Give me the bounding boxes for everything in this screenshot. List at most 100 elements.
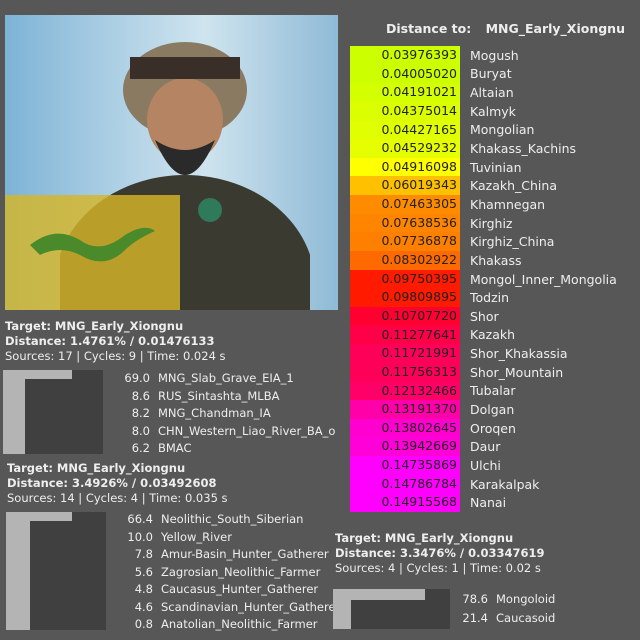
distance-row: 0.11721991 Shor_Khakassia [350,344,617,363]
legend-item: 21.4 Caucasoid [450,609,555,628]
distance-value: 0.07736878 [350,232,460,252]
legend-item: 8.2 MNG_Chandman_IA [112,405,335,423]
source-name: Yellow_River [161,529,232,544]
source-name: Zagrosian_Neolithic_Farmer [161,564,321,579]
target-label: Target: MNG_Early_Xiongnu [7,461,186,475]
result-block-1: Target: MNG_Early_Xiongnu Distance: 1.47… [5,319,226,364]
distance-value: 0.04191021 [350,83,460,102]
composition-bar [333,589,425,600]
distance-row: 0.11756313 Shor_Mountain [350,362,617,382]
population-name: Karakalpak [470,476,540,492]
population-name: Dolgan [470,401,515,417]
population-name: Khakass [470,252,522,268]
portrait-image [5,15,338,310]
distance-row: 0.04375014 Kalmyk [350,101,617,121]
distance-row: 0.11277641 Kazakh [350,325,617,345]
population-name: Kazakh_China [470,178,557,194]
distance-value: 0.13191370 [350,400,460,419]
distance-value: 0.11721991 [350,344,460,363]
composition-bar [3,420,13,454]
distance-row: 0.07736878 Kirghiz_China [350,232,617,252]
source-name: RUS_Sintashta_MLBA [158,388,280,403]
composition-bar [6,512,73,522]
source-percent: 8.0 [131,423,150,438]
legend-item: 6.2 BMAC [112,440,335,458]
legend-item: 69.0 MNG_Slab_Grave_EIA_1 [112,370,335,388]
distance-row: 0.14735869 Ulchi [350,456,617,475]
population-name: Altaian [470,85,514,101]
distance-value: 0.04529232 [350,139,460,158]
target-label: Target: MNG_Early_Xiongnu [335,531,514,545]
distance-value: 0.07463305 [350,195,460,214]
distance-row: 0.03976393 Mogush [350,46,617,65]
source-name: Anatolian_Neolithic_Farmer [161,617,318,631]
population-name: Kalmyk [470,103,516,119]
population-name: Kirghiz_China [470,234,555,250]
population-name: Tuvinian [470,159,522,175]
distance-value: 0.04375014 [350,101,460,121]
population-name: Ulchi [470,457,501,473]
population-name: Shor [470,308,499,324]
source-name: Neolithic_South_Siberian [161,512,304,526]
distance-value: 0.14915568 [350,493,460,513]
source-percent: 5.6 [134,564,153,579]
legend-item: 78.6 Mongoloid [450,590,555,609]
distance-row: 0.14915568 Nanai [350,493,617,513]
distance-value: 0.13802645 [350,418,460,438]
population-name: Todzin [470,290,510,306]
legend-item: 10.0 Yellow_River [115,529,340,547]
population-name: Daur [470,439,501,455]
distance-value: 0.04427165 [350,120,460,140]
meta-label: Sources: 14 | Cycles: 4 | Time: 0.035 s [7,491,228,505]
distance-label: Distance: 3.4926% / 0.03492608 [7,476,217,490]
distance-label: Distance: 1.4761% / 0.01476133 [5,334,215,348]
distance-value: 0.04005020 [350,64,460,84]
distance-row: 0.14786784 Karakalpak [350,474,617,494]
composition-bar [333,609,351,629]
population-name: Buryat [470,66,512,82]
distance-value: 0.11756313 [350,362,460,382]
population-name: Kazakh [470,327,516,343]
distance-value: 0.13942669 [350,437,460,457]
distance-value: 0.04916098 [350,157,460,177]
source-percent: 0.8 [134,617,153,631]
distance-row: 0.13191370 Dolgan [350,400,617,419]
population-name: Oroqen [470,420,516,436]
composition-chart-2 [6,512,106,630]
distance-row: 0.07463305 Khamnegan [350,195,617,214]
source-percent: 10.0 [127,529,153,544]
population-name: Khakass_Kachins [470,141,577,157]
distance-row: 0.04005020 Buryat [350,64,617,84]
distance-row: 0.04191021 Altaian [350,83,617,102]
distance-row: 0.07638536 Kirghiz [350,213,617,233]
source-name: Caucasus_Hunter_Gatherer [161,582,319,596]
distance-to-label: Distance to: [386,21,472,36]
legend-item: 4.8 Caucasus_Hunter_Gatherer [115,581,340,599]
legend-item: 7.8 Amur-Basin_Hunter_Gatherer [115,546,340,564]
composition-bar [6,613,7,630]
composition-chart-1 [3,370,103,454]
distance-value: 0.06019343 [350,176,460,196]
legend-item: 8.0 CHN_Western_Liao_River_BA_o [112,423,336,441]
source-percent: 66.4 [127,512,153,526]
source-percent: 4.8 [134,582,153,596]
dragon-icon [30,227,155,262]
distance-table: 0.03976393 Mogush 0.04005020 Buryat 0.041910… [350,46,617,513]
distance-value: 0.07638536 [350,213,460,233]
population-name: Mongolian [470,122,535,138]
distance-header: Distance to: MNG_Early_Xiongnu [386,21,625,36]
legend-item: 0.8 Anatolian_Neolithic_Farmer [115,616,340,634]
legend-item: 8.6 RUS_Sintashta_MLBA [112,388,335,406]
target-label: Target: MNG_Early_Xiongnu [5,319,184,333]
source-percent: 69.0 [124,371,150,385]
distance-row: 0.04427165 Mongolian [350,120,617,140]
distance-value: 0.03976393 [350,46,460,65]
distance-row: 0.13802645 Oroqen [350,418,617,438]
source-name: MNG_Chandman_IA [158,406,271,420]
source-percent: 8.6 [131,388,150,403]
dragon-flag [5,195,180,310]
distance-row: 0.10707720 Shor [350,306,617,326]
source-percent: 8.2 [131,406,150,420]
legend-item: 4.6 Scandinavian_Hunter_Gatherer [115,599,341,617]
source-percent: 4.6 [134,599,153,614]
